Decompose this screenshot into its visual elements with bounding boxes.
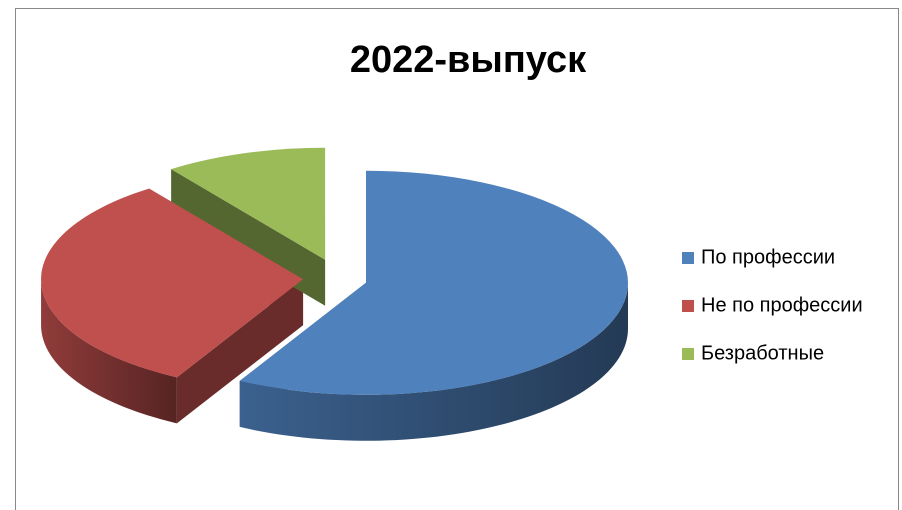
legend-swatch [682,300,694,312]
legend-label: По профессии [701,246,835,268]
legend-label: Не по профессии [701,294,863,316]
slice [171,147,326,260]
chart-frame [15,8,899,510]
legend-swatch [682,348,694,360]
slice [239,170,628,395]
legend-label: Безработные [701,342,824,364]
slice-side [239,282,628,441]
slice [41,188,304,378]
slice-cut-face [176,279,304,424]
slice-tops [41,147,628,395]
legend-swatch [682,252,694,264]
slice-side [41,279,177,424]
chart-title: 2022-выпуск [350,39,587,81]
